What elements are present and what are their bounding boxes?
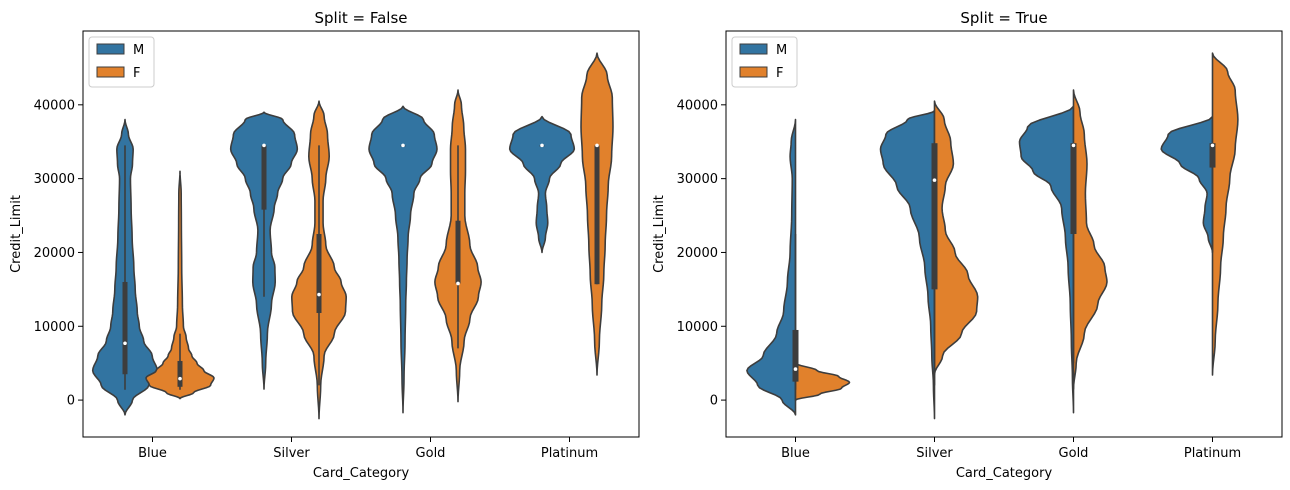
median-blue xyxy=(793,367,798,371)
median-gold xyxy=(1071,143,1076,148)
y-tick-label: 30000 xyxy=(34,172,75,187)
y-tick-label: 40000 xyxy=(34,98,75,113)
x-tick-label: Silver xyxy=(916,446,953,461)
plot-area xyxy=(726,31,1282,437)
box-blue xyxy=(792,329,799,382)
median-f-blue xyxy=(178,376,182,381)
violin-half-m-blue xyxy=(746,118,797,416)
violin-half-f-silver xyxy=(933,100,979,376)
box-f-silver xyxy=(316,234,322,313)
chart-title: Split = True xyxy=(960,9,1047,27)
box-f-blue xyxy=(177,360,183,387)
legend-swatch-m xyxy=(739,43,768,55)
violin-half-f-gold xyxy=(1072,89,1108,390)
violin-half-m-platinum xyxy=(1160,115,1214,254)
axes-frame xyxy=(725,30,1283,438)
violin-half-f-blue xyxy=(794,362,851,401)
axes-frame xyxy=(82,30,640,438)
x-tick-label: Silver xyxy=(273,446,310,461)
median-f-platinum xyxy=(595,143,599,148)
median-f-silver xyxy=(317,292,321,297)
y-tick-label: 20000 xyxy=(677,246,718,261)
y-tick-label: 0 xyxy=(710,394,718,409)
box-m-blue xyxy=(122,281,128,375)
y-tick-label: 10000 xyxy=(34,320,75,335)
y-tick-label: 0 xyxy=(67,394,75,409)
violin-f-blue xyxy=(145,170,215,400)
y-tick-label: 20000 xyxy=(34,246,75,261)
box-m-silver xyxy=(261,145,267,210)
x-tick-label: Platinum xyxy=(541,446,598,461)
x-tick-label: Gold xyxy=(1059,446,1089,461)
violin-m-gold xyxy=(368,105,438,414)
legend-label-m: M xyxy=(133,43,144,58)
legend-label-f: F xyxy=(776,66,783,81)
violin-half-m-gold xyxy=(1018,105,1075,414)
x-axis-label: Card_Category xyxy=(313,466,410,481)
median-m-blue xyxy=(123,341,127,346)
median-silver xyxy=(932,178,937,182)
y-axis-label: Credit_Limit xyxy=(652,195,667,273)
box-gold xyxy=(1070,143,1077,234)
legend: MF xyxy=(731,36,798,88)
median-platinum xyxy=(1210,143,1215,148)
legend-swatch-m xyxy=(96,43,125,55)
x-tick-label: Gold xyxy=(416,446,446,461)
chart-title: Split = False xyxy=(314,9,407,27)
panel-split-true: 0 10000 20000 30000 40000 Blue Silver Gold Plati… xyxy=(652,9,1283,481)
box-f-platinum xyxy=(594,145,600,285)
box-f-gold xyxy=(455,220,461,284)
panel-split-false: 0 10000 20000 30000 40000 Blue Silver Gold Plati… xyxy=(9,9,640,481)
median-f-gold xyxy=(456,281,460,286)
box-silver xyxy=(931,143,938,290)
violin-m-platinum xyxy=(508,115,576,254)
y-tick-label: 30000 xyxy=(677,172,718,187)
legend-swatch-f xyxy=(739,66,768,78)
y-tick-label: 40000 xyxy=(677,98,718,113)
x-tick-label: Blue xyxy=(138,446,167,461)
y-tick-label: 10000 xyxy=(677,320,718,335)
legend: MF xyxy=(88,36,155,88)
legend-swatch-f xyxy=(96,66,125,78)
median-m-gold xyxy=(401,143,405,148)
legend-label-f: F xyxy=(133,66,140,81)
violin-half-f-platinum xyxy=(1211,52,1239,376)
median-m-silver xyxy=(262,143,266,148)
box-platinum xyxy=(1209,143,1216,168)
violin-half-m-silver xyxy=(879,109,936,420)
y-axis-label: Credit_Limit xyxy=(9,195,24,273)
x-tick-label: Blue xyxy=(781,446,810,461)
legend-label-m: M xyxy=(776,43,787,58)
x-tick-label: Platinum xyxy=(1184,446,1241,461)
x-axis-label: Card_Category xyxy=(956,466,1053,481)
median-m-platinum xyxy=(540,143,544,148)
